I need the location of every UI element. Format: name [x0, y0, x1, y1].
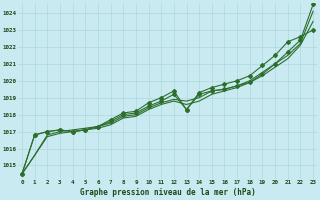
X-axis label: Graphe pression niveau de la mer (hPa): Graphe pression niveau de la mer (hPa)	[80, 188, 255, 197]
